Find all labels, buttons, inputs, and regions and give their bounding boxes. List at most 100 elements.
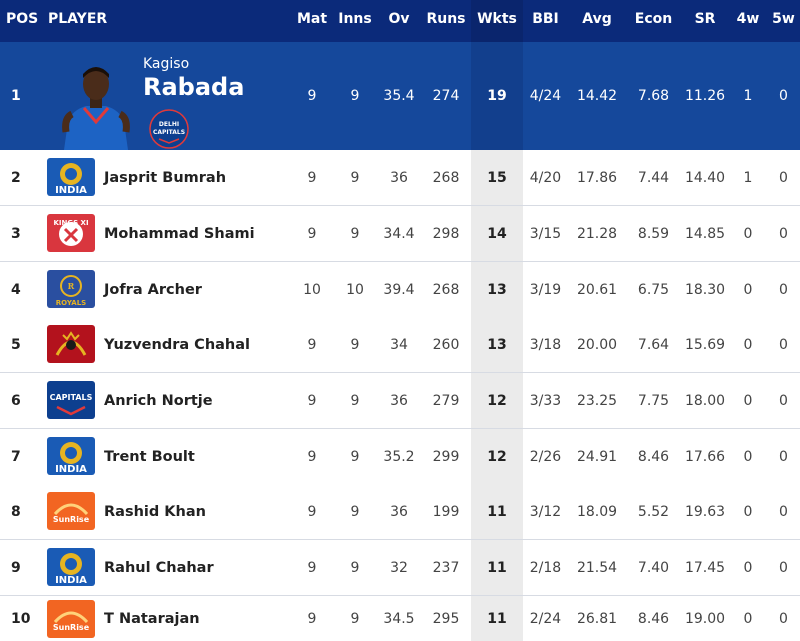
header-wkts[interactable]: Wkts xyxy=(471,0,523,42)
header-pos[interactable]: POS xyxy=(6,11,39,27)
row-wkts: 11 xyxy=(471,596,523,641)
row-econ: 7.44 xyxy=(637,169,670,186)
player-last-name[interactable]: Rabada xyxy=(143,73,245,101)
row-avg: 18.09 xyxy=(576,503,618,520)
table-row[interactable]: 3 KINGS XI Mohammad Shami 9 9 34.4 298 1… xyxy=(0,206,800,262)
header-mat[interactable]: Mat xyxy=(296,11,328,27)
row-sr: 19.00 xyxy=(684,610,726,627)
player-name[interactable]: Yuzvendra Chahal xyxy=(104,336,251,353)
table-row[interactable]: 6 CAPITALS Anrich Nortje 9 9 36 279 12 3… xyxy=(0,373,800,429)
row-5w: 0 xyxy=(779,169,788,186)
row-inns: 9 xyxy=(350,169,360,186)
player-name[interactable]: Trent Boult xyxy=(104,448,195,465)
row-econ: 8.46 xyxy=(637,610,670,627)
row-pos: 2 xyxy=(11,169,21,186)
row-pos: 10 xyxy=(11,610,31,627)
row-bbi: 2/26 xyxy=(529,448,562,465)
row-4w: 1 xyxy=(743,88,753,104)
logo-text: ROYALS xyxy=(56,299,86,307)
row-runs: 279 xyxy=(432,392,460,409)
table-row-leader[interactable]: 1 Kagiso Rabada DELHI CAPITALS 9 9 xyxy=(0,42,800,150)
row-wkts: 12 xyxy=(471,373,523,428)
player-photo-icon xyxy=(62,67,130,150)
row-4w: 0 xyxy=(743,392,753,409)
row-sr: 17.66 xyxy=(684,448,726,465)
logo-text: SunRise xyxy=(53,515,90,524)
header-sr[interactable]: SR xyxy=(694,11,716,27)
row-5w: 0 xyxy=(779,392,788,409)
row-avg: 24.91 xyxy=(576,448,618,465)
row-inns: 9 xyxy=(350,559,360,576)
row-econ: 8.46 xyxy=(637,448,670,465)
row-wkts: 11 xyxy=(471,540,523,595)
row-ov: 35.2 xyxy=(383,448,415,465)
player-name[interactable]: T Natarajan xyxy=(104,610,200,627)
header-avg[interactable]: Avg xyxy=(582,11,612,27)
row-econ: 7.40 xyxy=(637,559,670,576)
table-row[interactable]: 4 R ROYALS Jofra Archer 10 10 39.4 268 1… xyxy=(0,262,800,318)
row-pos: 3 xyxy=(11,225,21,242)
row-econ: 7.68 xyxy=(637,88,670,104)
row-ov: 34.5 xyxy=(383,610,415,627)
header-ov[interactable]: Ov xyxy=(388,11,410,27)
player-name[interactable]: Rashid Khan xyxy=(104,503,206,520)
row-sr: 11.26 xyxy=(684,88,726,104)
row-sr: 17.45 xyxy=(684,559,726,576)
player-name[interactable]: Jofra Archer xyxy=(104,281,202,298)
logo-text: INDIA xyxy=(55,464,87,475)
row-inns: 9 xyxy=(350,503,360,520)
row-mat: 9 xyxy=(307,448,317,465)
player-photo xyxy=(60,52,132,150)
player-name[interactable]: Mohammad Shami xyxy=(104,225,255,242)
row-econ: 6.75 xyxy=(637,281,670,298)
header-inns[interactable]: Inns xyxy=(338,11,372,27)
row-4w: 0 xyxy=(743,336,753,353)
row-pos: 8 xyxy=(11,503,21,520)
row-econ: 7.75 xyxy=(637,392,670,409)
table-row[interactable]: 8 SunRise Rashid Khan 9 9 36 199 11 3/12… xyxy=(0,484,800,540)
table-row[interactable]: 5 Yuzvendra Chahal 9 9 34 260 13 3/18 20… xyxy=(0,317,800,373)
table-row[interactable]: 9 INDIA Rahul Chahar 9 9 32 237 11 2/18 … xyxy=(0,540,800,596)
mumbai-indians-logo-icon: INDIA xyxy=(47,437,95,475)
row-wkts: 15 xyxy=(471,150,523,205)
header-econ[interactable]: Econ xyxy=(634,11,673,27)
table-row[interactable]: 2 INDIA Jasprit Bumrah 9 9 36 268 15 4/2… xyxy=(0,150,800,206)
row-econ: 7.64 xyxy=(637,336,670,353)
row-inns: 9 xyxy=(350,336,360,353)
player-name[interactable]: Jasprit Bumrah xyxy=(104,169,227,186)
table-row[interactable]: 7 INDIA Trent Boult 9 9 35.2 299 12 2/26… xyxy=(0,429,800,485)
team-logo: INDIA xyxy=(47,158,95,196)
row-econ: 5.52 xyxy=(637,503,670,520)
row-mat: 9 xyxy=(307,88,317,104)
row-sr: 14.85 xyxy=(684,225,726,242)
team-badge: DELHI CAPITALS xyxy=(147,109,191,149)
row-inns: 9 xyxy=(350,392,360,409)
header-bbi[interactable]: BBI xyxy=(532,11,559,27)
row-sr: 18.30 xyxy=(684,281,726,298)
team-logo: INDIA xyxy=(47,437,95,475)
row-mat: 9 xyxy=(307,503,317,520)
row-econ: 8.59 xyxy=(637,225,670,242)
header-5w[interactable]: 5w xyxy=(772,11,795,27)
row-inns: 10 xyxy=(346,281,364,298)
row-4w: 0 xyxy=(743,559,753,576)
row-bbi: 4/24 xyxy=(529,88,562,104)
logo-text: INDIA xyxy=(55,185,87,196)
row-avg: 26.81 xyxy=(576,610,618,627)
row-4w: 0 xyxy=(743,225,753,242)
header-4w[interactable]: 4w xyxy=(736,11,760,27)
player-name[interactable]: Rahul Chahar xyxy=(104,559,214,576)
row-pos: 1 xyxy=(11,88,21,104)
table-row[interactable]: 10 SunRise T Natarajan 9 9 34.5 295 11 2… xyxy=(0,596,800,641)
player-name[interactable]: Anrich Nortje xyxy=(104,392,213,409)
row-wkts: 11 xyxy=(471,484,523,539)
badge-text-1: DELHI xyxy=(159,121,179,128)
row-bbi: 2/18 xyxy=(529,559,562,576)
header-runs[interactable]: Runs xyxy=(426,11,466,27)
logo-text: SunRise xyxy=(53,623,90,632)
delhi-capitals-badge-icon: DELHI CAPITALS xyxy=(149,109,189,149)
header-player[interactable]: PLAYER xyxy=(48,11,108,27)
team-logo: SunRise xyxy=(47,492,95,530)
logo-text: CAPITALS xyxy=(50,393,93,402)
badge-text-2: CAPITALS xyxy=(153,129,185,136)
